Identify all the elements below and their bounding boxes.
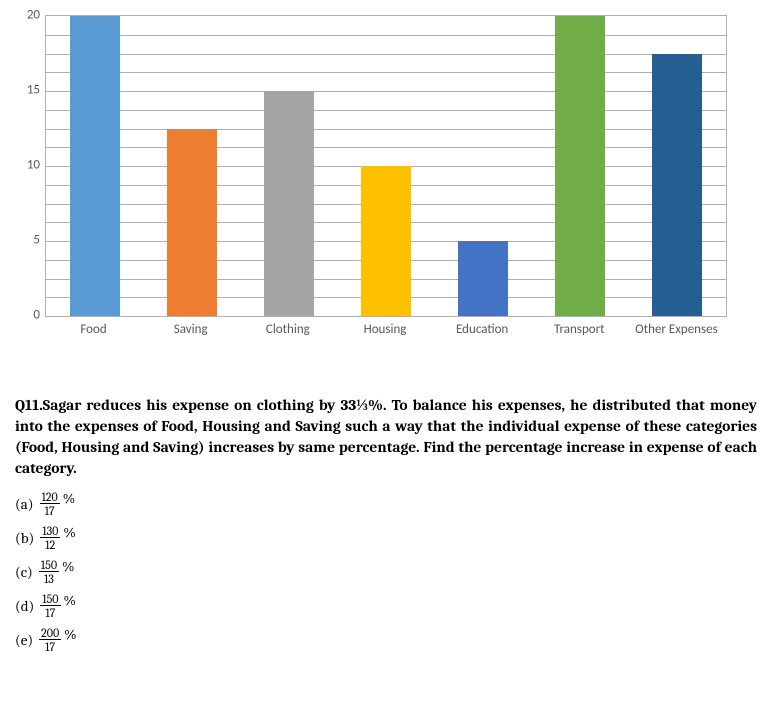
x-axis-label: Saving <box>146 322 236 339</box>
percent-sign: % <box>64 592 76 609</box>
percent-sign: % <box>63 524 75 541</box>
fraction-numerator: 200 <box>39 627 61 639</box>
fraction-numerator: 150 <box>39 559 59 571</box>
chart-bar <box>264 91 314 316</box>
option-letter: (e) <box>15 631 33 649</box>
chart-bar <box>458 241 508 316</box>
y-axis-label: 5 <box>20 233 40 248</box>
chart-gridline <box>46 129 726 130</box>
chart-gridline <box>46 147 726 148</box>
answer-option: (b) 13012% <box>15 521 757 555</box>
option-letter: (b) <box>15 529 34 547</box>
x-axis-label: Transport <box>534 322 624 339</box>
fraction-denominator: 17 <box>39 639 61 653</box>
y-axis-label: 15 <box>20 83 40 98</box>
chart-bar <box>555 16 605 316</box>
chart-plot-area <box>45 15 727 317</box>
question-text: Q11.Sagar reduces his expense on clothin… <box>15 395 757 479</box>
answer-options: (a)12017%(b)13012%(c)15013%(d)15017%(e)2… <box>15 487 757 657</box>
fraction-numerator: 120 <box>40 491 60 503</box>
chart-gridline <box>46 54 726 55</box>
option-fraction: 20017 <box>39 627 61 653</box>
expense-bar-chart: 0 5 10 15 20 Food Saving Clothing Housing Educat… <box>15 10 735 370</box>
option-letter: (d) <box>15 597 34 615</box>
fraction-numerator: 130 <box>40 525 60 537</box>
chart-bar <box>652 54 702 317</box>
x-axis-label: Other Expenses <box>631 322 721 339</box>
fraction-denominator: 17 <box>40 605 60 619</box>
option-letter: (a) <box>15 495 34 513</box>
answer-option: (d) 15017% <box>15 589 757 623</box>
chart-gridline <box>46 35 726 36</box>
fraction-denominator: 12 <box>40 537 60 551</box>
fraction-denominator: 17 <box>40 503 60 517</box>
x-axis-label: Education <box>437 322 527 339</box>
y-axis-label: 0 <box>20 308 40 323</box>
option-fraction: 13012 <box>40 525 60 551</box>
chart-gridline <box>46 110 726 111</box>
chart-bar <box>167 129 217 317</box>
fraction-denominator: 13 <box>39 571 59 585</box>
chart-gridline <box>46 91 726 92</box>
answer-option: (a) 12017% <box>15 487 757 521</box>
percent-sign: % <box>63 490 75 507</box>
option-fraction: 15017 <box>40 593 60 619</box>
x-axis-label: Housing <box>340 322 430 339</box>
fraction-numerator: 150 <box>40 593 60 605</box>
x-axis-label: Food <box>49 322 139 339</box>
answer-option: (e) 20017% <box>15 623 757 657</box>
y-axis-label: 10 <box>20 158 40 173</box>
chart-bar <box>361 166 411 316</box>
answer-option: (c) 15013% <box>15 555 757 589</box>
percent-sign: % <box>62 558 74 575</box>
percent-sign: % <box>64 626 76 643</box>
option-fraction: 12017 <box>40 491 60 517</box>
option-fraction: 15013 <box>39 559 59 585</box>
x-axis-label: Clothing <box>243 322 333 339</box>
chart-bar <box>70 16 120 316</box>
y-axis-label: 20 <box>20 8 40 23</box>
option-letter: (c) <box>15 563 33 581</box>
chart-gridline <box>46 72 726 73</box>
